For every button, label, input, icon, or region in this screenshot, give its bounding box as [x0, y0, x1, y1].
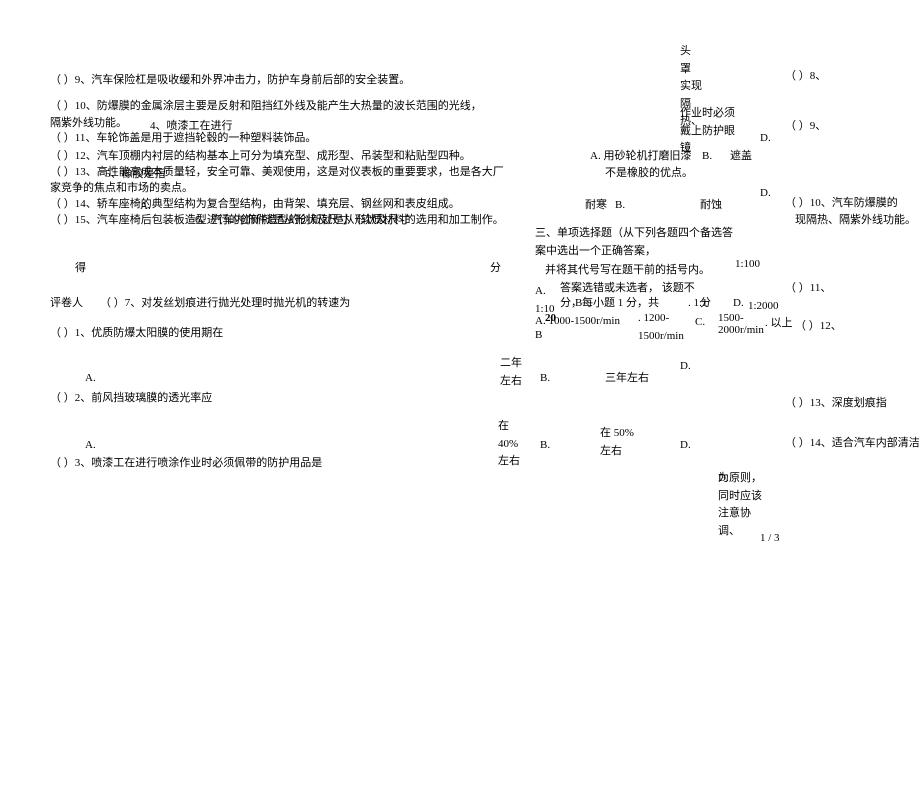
- mc-q2-a: A.: [85, 437, 96, 455]
- mc-q7-b: B: [535, 327, 542, 345]
- mc-q2-d: D.: [680, 437, 691, 455]
- grader-label: 评卷人: [50, 295, 83, 313]
- mc-q7-c-text: 1500-2000r/min: [718, 312, 730, 336]
- mc-q2: （ ）2、前风挡玻璃膜的透光率应: [50, 390, 212, 408]
- mc-q2-a-text: 在40%左右: [498, 418, 528, 471]
- mc-q1: （ ）1、优质防爆太阳膜的使用期在: [50, 325, 223, 343]
- right-q14: （ ）14、适合汽车内部清洁用的设备是: [785, 435, 920, 453]
- right-q11: （ ）11、: [785, 280, 831, 298]
- mc-q1-d: D.: [680, 358, 690, 376]
- mc-q5-a-text: 耐寒: [585, 197, 607, 215]
- right-q9: （ ）9、: [785, 118, 826, 136]
- ratio-1-100: 1:100: [735, 258, 747, 270]
- mc-q7: （ ）7、对发丝划痕进行抛光处理时抛光机的转速为: [100, 295, 350, 313]
- right-q8: （ ）8、: [785, 68, 826, 86]
- question-12: （ ）12、汽车顶棚内衬层的结构基本上可分为填充型、成形型、吊装型和粘贴型四种。: [50, 148, 471, 166]
- mc-q1-b-text: 三年左右: [605, 370, 649, 388]
- question-14: （ ）14、轿车座椅的典型结构为复合型结构，由背架、填充层、钢丝网和表皮组成。: [50, 196, 460, 214]
- right-q12: （ ）12、: [795, 318, 842, 336]
- mc-q1-b: B.: [540, 370, 550, 388]
- mc-q4-d: D.: [760, 130, 770, 148]
- mc-q5: 5、橡胶是指: [105, 166, 166, 184]
- right-q13: （ ）13、深度划痕指: [785, 395, 887, 413]
- mc-q3: （ ）3、喷漆工在进行喷涂作业时必须佩带的防护用品是: [50, 455, 322, 473]
- mc-q5-a: A.: [140, 198, 151, 216]
- mc-q1-a-text: 二年左右: [500, 355, 530, 390]
- mc-q4-a: A. 用砂轮机打磨旧漆: [590, 148, 691, 166]
- mc-q5-b-text: 耐蚀: [700, 197, 722, 215]
- mc-q5-d: D.: [760, 185, 770, 203]
- head-cover: 头罩: [680, 43, 692, 78]
- mc-q7-c: C.: [695, 314, 705, 332]
- mc-q6-d: D.: [733, 295, 744, 313]
- mc-q4: 4、喷漆工在进行: [150, 118, 233, 136]
- section-3-title-line2: 并将其代号写在题干前的括号内。: [545, 262, 710, 280]
- right-q10-line2: 现隔热、隔紫外线功能。: [795, 212, 916, 230]
- mc-q7-a: A. 1000-1500r/min: [535, 313, 620, 331]
- above-text: . 以上: [765, 315, 793, 333]
- mc-q7-b-text: . 1200-1500r/min: [638, 310, 693, 345]
- ratio-1-2000: 1:2000: [748, 300, 763, 312]
- score-fen: 分: [490, 260, 501, 278]
- page-number: 1 / 3: [760, 530, 780, 548]
- mc-q6: 6、汽车内饰件造型的创新就是从形状及尺寸: [195, 212, 410, 230]
- mc-q5-b: B.: [615, 197, 625, 215]
- mc-q2-b-text: 在 50%左右: [600, 425, 640, 460]
- mc-q1-a: A.: [85, 370, 96, 388]
- section-3-title-line1: 三、单项选择题（从下列各题四个备选答案中选出一个正确答案，: [535, 225, 735, 260]
- right-q10-line1: （ ）10、汽车防爆膜的: [785, 195, 898, 213]
- question-10-line1: （ ）10、防爆膜的金属涂层主要是反射和阻挡红外线及能产生大热量的波长范围的光线…: [50, 98, 482, 116]
- question-9: （ ）9、汽车保险杠是吸收缓和外界冲击力，防护车身前后部的安全装置。: [50, 72, 410, 90]
- mc-q2-b: B.: [540, 437, 550, 455]
- section-3-fen: 分: [700, 295, 711, 313]
- score-label: 得: [75, 260, 86, 278]
- mc-q5-text: 不是橡胶的优点。: [605, 165, 693, 183]
- goggles-text: 作业时必须戴上防护眼镜: [680, 105, 740, 158]
